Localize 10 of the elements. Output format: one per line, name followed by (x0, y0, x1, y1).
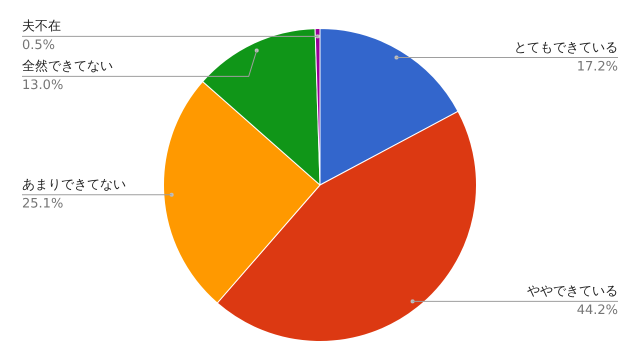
data-label: 0.5% (22, 38, 56, 54)
data-label: 44.2% (576, 303, 618, 318)
slice-label: 夫不在 (22, 19, 61, 34)
slice-label: 全然できてない (22, 59, 113, 74)
slice-label: あまりできてない (22, 178, 126, 193)
slice-label: ややできている (527, 284, 618, 300)
data-label: 17.2% (576, 59, 618, 74)
data-label: 13.0% (22, 78, 64, 94)
slice-label: とてもできている (514, 40, 618, 56)
data-label: 25.1% (22, 196, 64, 212)
